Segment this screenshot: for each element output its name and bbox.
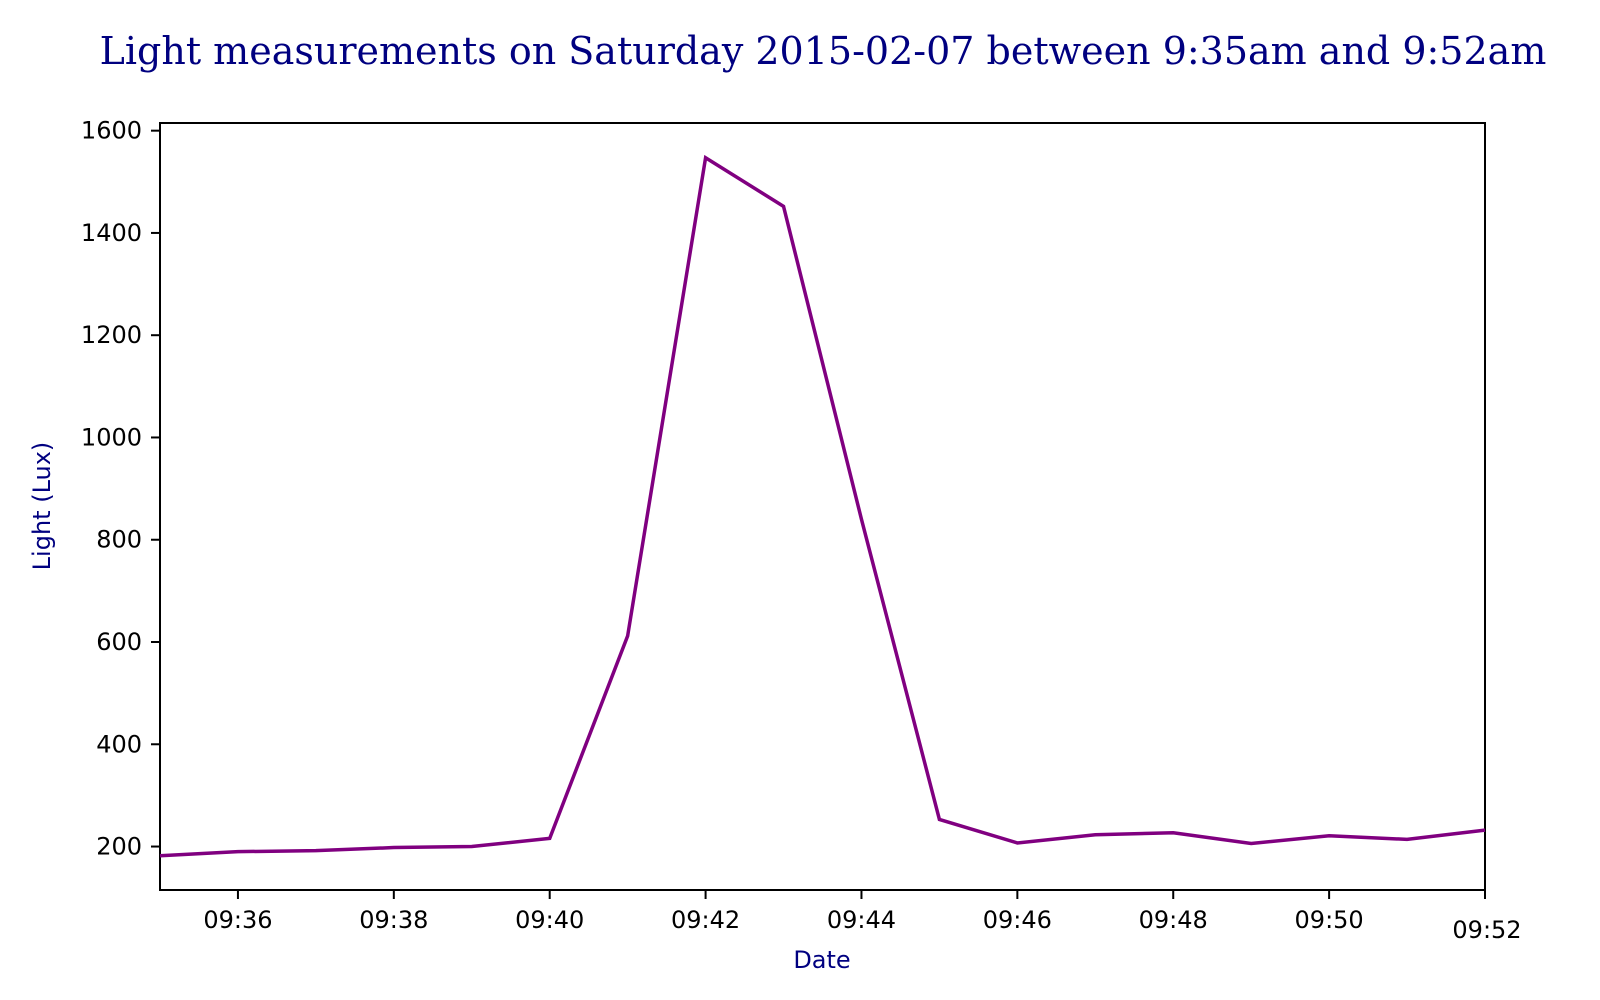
x-tick-label: 09:38 xyxy=(359,906,428,934)
x-tick-label: 09:48 xyxy=(1139,906,1208,934)
x-axis: 09:36 09:38 09:40 09:42 09:44 09:46 09:48 09:50… xyxy=(203,890,1522,944)
series-line xyxy=(159,154,1486,858)
x-tick-label: 09:52 xyxy=(1452,916,1521,944)
plot-frame xyxy=(159,122,1486,891)
y-tick-label: 400 xyxy=(96,730,142,758)
y-tick-label: 1000 xyxy=(81,423,142,451)
y-tick-label: 1600 xyxy=(81,117,142,145)
x-tick-label: 09:50 xyxy=(1295,906,1364,934)
x-axis-label: Date xyxy=(793,946,850,974)
y-tick-label: 200 xyxy=(96,833,142,861)
chart-title: Light measurements on Saturday 2015-02-0… xyxy=(100,29,1547,73)
x-tick-label: 09:46 xyxy=(983,906,1052,934)
y-tick-label: 1200 xyxy=(81,321,142,349)
plot-area: 09:36 09:38 09:40 09:42 09:44 09:46 09:48 09:50… xyxy=(81,117,1522,944)
y-tick-label: 1400 xyxy=(81,219,142,247)
x-tick-label: 09:36 xyxy=(203,906,272,934)
y-axis-label: Light (Lux) xyxy=(28,442,56,571)
y-tick-label: 600 xyxy=(96,628,142,656)
x-tick-label: 09:44 xyxy=(827,906,896,934)
y-axis: 200 400 600 800 1000 1200 1400 1600 xyxy=(81,117,160,861)
x-tick-label: 09:42 xyxy=(671,906,740,934)
y-tick-label: 800 xyxy=(96,526,142,554)
series-layer xyxy=(159,154,1486,858)
x-tick-label: 09:40 xyxy=(515,906,584,934)
